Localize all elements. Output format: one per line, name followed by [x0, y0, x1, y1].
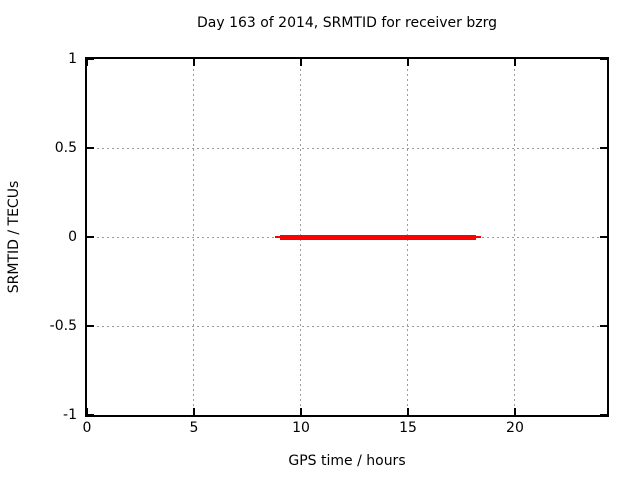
- x-tick-top: [192, 59, 195, 66]
- y-tick-left: [87, 414, 94, 416]
- y-tick-label: 0: [68, 229, 77, 245]
- y-tick-left: [87, 325, 94, 327]
- plot-area: 0 5 10 15 20 1 0.5 0 -0.5 -1: [50, 51, 609, 436]
- y-tick-right: [600, 236, 607, 238]
- chart-title: Day 163 of 2014, SRMTID for receiver bzr…: [196, 15, 498, 31]
- y-tick-label: 0.5: [54, 140, 77, 156]
- y-tick-label: -1: [63, 407, 77, 423]
- series-line: [279, 234, 477, 240]
- y-gridline: [87, 147, 607, 149]
- x-tick-label: 20: [506, 420, 524, 436]
- y-tick-left: [87, 58, 94, 60]
- x-tick-bottom: [406, 408, 409, 415]
- x-tick-bottom: [299, 408, 302, 415]
- y-tick-right: [600, 325, 607, 327]
- x-tick-label: 0: [82, 420, 92, 436]
- x-tick-label: 5: [189, 420, 199, 436]
- x-tick-top: [299, 59, 302, 66]
- y-tick-right: [600, 147, 607, 149]
- x-axis-label: GPS time / hours: [288, 453, 406, 469]
- x-tick-label: 15: [399, 420, 417, 436]
- y-tick-left: [87, 236, 94, 238]
- x-tick-bottom: [86, 408, 88, 415]
- x-tick-top: [86, 59, 88, 66]
- y-axis-label: SRMTID / TECUs: [6, 180, 22, 294]
- y-tick-right: [600, 58, 607, 60]
- x-tick-top: [513, 59, 516, 66]
- y-tick-label: -0.5: [49, 318, 77, 334]
- y-gridline: [87, 325, 607, 327]
- x-tick-bottom: [192, 408, 195, 415]
- x-tick-label: 10: [292, 420, 310, 436]
- y-tick-right: [600, 414, 607, 416]
- x-tick-bottom: [513, 408, 516, 415]
- y-tick-label: 1: [68, 51, 77, 67]
- x-tick-top: [406, 59, 409, 66]
- y-tick-left: [87, 147, 94, 149]
